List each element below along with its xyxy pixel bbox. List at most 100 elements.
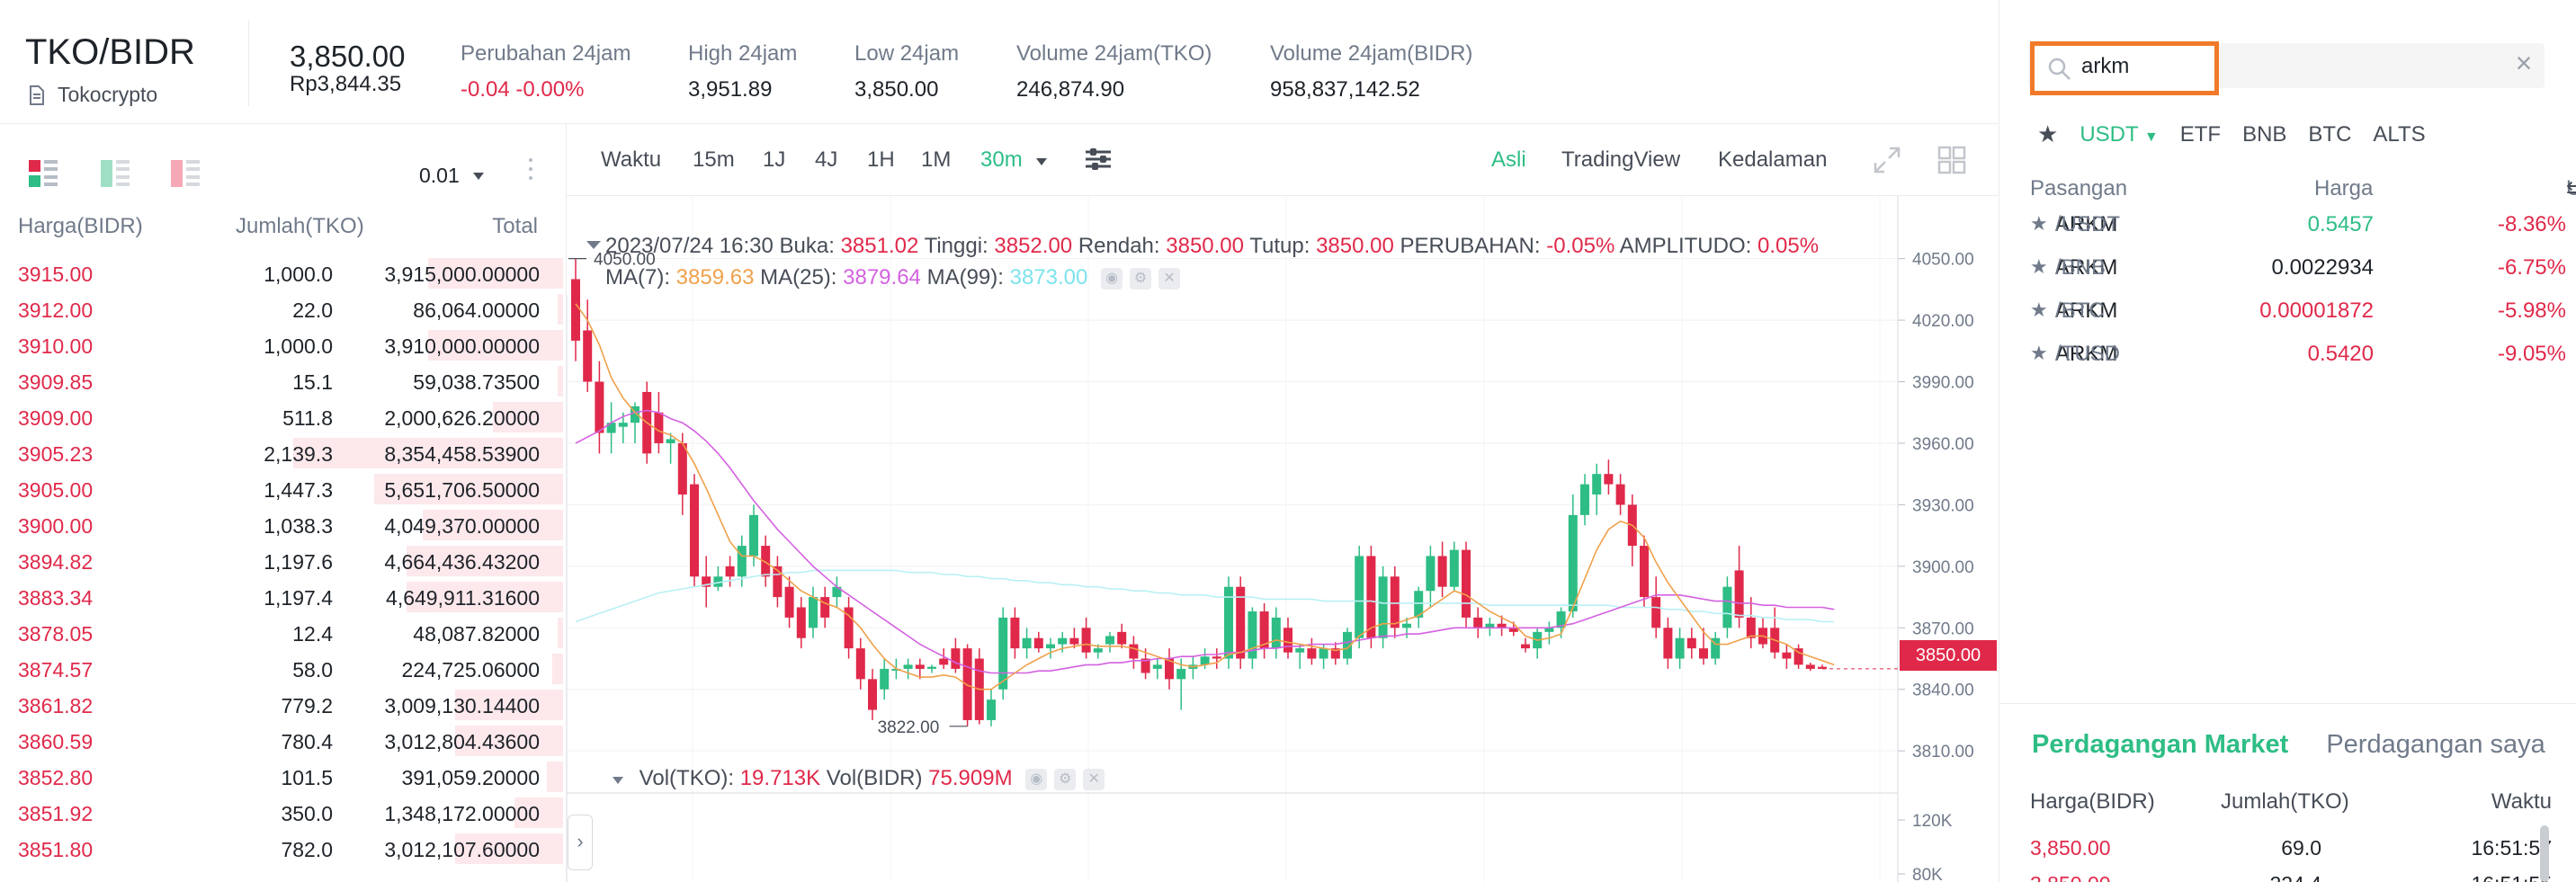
view-asli[interactable]: Asli [1491,147,1526,172]
price-axis-label: 3840.00 [1912,682,1974,700]
ohlc-open: 3851.02 [840,234,919,258]
exchange-label[interactable]: Tokocrypto [29,83,157,107]
star-icon[interactable]: ★ [2030,298,2048,321]
ask-row[interactable]: 3874.57 58.0 224,725.06000 [0,651,567,687]
ohlc-close: 3850.00 [1316,234,1394,258]
gear-icon[interactable]: ⚙ [1130,267,1152,290]
interval-15m[interactable]: 15m [693,147,735,172]
interval-1m[interactable]: 1M [921,147,952,172]
ask-row[interactable]: 3900.00 1,038.3 4,049,370.00000 [0,507,567,543]
scrollbar-thumb[interactable] [2540,825,2549,882]
favorites-star-icon[interactable]: ★ [2037,120,2059,147]
ask-total: 59,038.73500 [413,370,540,394]
ask-row[interactable]: 3910.00 1,000.0 3,910,000.00000 [0,327,567,363]
trade-time: 16:51:57 [2471,836,2552,860]
pair-row[interactable]: ★ ARKM/TUSD 0.5420 -9.05% [2030,342,2566,378]
ask-row[interactable]: 3909.00 511.8 2,000,626.20000 [0,399,567,435]
ask-row[interactable]: 3912.00 22.0 86,064.00000 [0,291,567,327]
search-field[interactable] [2030,41,2219,95]
pairs-header: Pasangan Harga Ubah ⇆ [2030,176,2576,203]
close-icon[interactable]: × [2515,47,2533,79]
depth-bar [428,258,563,289]
eye-icon[interactable]: ◉ [1101,267,1123,290]
ask-row[interactable]: 3851.80 782.0 3,012,107.60000 [0,831,567,867]
tab-bnb[interactable]: BNB [2242,121,2287,147]
ask-total: 8,354,458.53900 [384,442,540,466]
ask-row[interactable]: 3861.82 779.2 3,009,130.14400 [0,687,567,723]
candle-body [1462,549,1471,618]
fullscreen-icon[interactable] [1873,146,1901,181]
pair-row[interactable]: ★ ARKM/USDT 0.5457 -8.36% [2030,212,2566,248]
tab-usdt[interactable]: USDT ▼ [2080,122,2158,147]
view-tradingview[interactable]: TradingView [1561,147,1681,172]
ma25-label: MA(25): [760,265,837,290]
pair-row[interactable]: ★ ARKM/BNB 0.0022934 -6.75% [2030,255,2566,291]
price-axis-label: 3990.00 [1912,374,1974,393]
view-depth[interactable]: Kedalaman [1718,147,1828,172]
ask-row[interactable]: 3852.80 101.5 391,059.20000 [0,759,567,795]
ask-total: 3,915,000.00000 [384,263,540,286]
asks-only-icon[interactable] [171,160,200,189]
ask-amount: 58.0 [292,658,333,682]
both-sides-icon[interactable] [29,160,58,189]
tab-etf[interactable]: ETF [2179,121,2222,147]
candle-body [1355,556,1364,638]
pair-change: -8.36% [2497,212,2566,236]
caret-down-icon: ▼ [2143,129,2159,145]
interval-1j[interactable]: 1J [763,147,786,172]
star-icon[interactable]: ★ [2030,342,2048,364]
star-icon[interactable]: ★ [2030,255,2048,278]
ask-total: 224,725.06000 [401,658,541,682]
candlestick-chart[interactable]: 4050.00 4020.00 3990.00 3960.00 3930.00 3900.… [567,196,1999,882]
pair-row[interactable]: ★ ARKM/BTC 0.00001872 -5.98% [2030,298,2566,334]
price-axis-label: 3810.00 [1912,743,1974,762]
candle-body [1592,474,1602,495]
candle-body [725,566,735,577]
pair-quote: /BTC [2055,298,2105,323]
ask-row[interactable]: 3860.59 780.4 3,012,804.43600 [0,723,567,759]
ask-amount: 1,197.4 [264,586,333,610]
star-icon[interactable]: ★ [2030,212,2048,235]
tab-alts[interactable]: ALTS [2373,121,2426,147]
ask-amount: 2,139.3 [264,442,333,466]
caret-down-icon [472,172,484,180]
tab-my-trades[interactable]: Perdagangan saya [2326,730,2545,759]
interval-1h[interactable]: 1H [867,147,895,172]
candle-body [1675,637,1685,659]
ask-row[interactable]: 3905.00 1,447.3 5,651,706.50000 [0,471,567,507]
price-axis-label: 3900.00 [1912,558,1974,577]
interval-30m[interactable]: 30m [980,147,1048,173]
ask-row[interactable]: 3915.00 1,000.0 3,915,000.00000 [0,255,567,291]
col-pair[interactable]: Pasangan [2030,176,2128,200]
candle-body [1248,611,1257,659]
precision-select[interactable]: 0.01 [419,164,485,188]
search-input[interactable] [2081,51,2207,82]
eye-icon[interactable]: ◉ [1025,768,1048,790]
candle-body [1236,586,1246,659]
more-options-icon[interactable] [527,158,534,185]
ohlc-close-label: Tutup: [1249,234,1310,258]
layout-grid-icon[interactable] [1937,146,1966,181]
tab-market-trades[interactable]: Perdagangan Market [2032,730,2289,759]
ask-row[interactable]: 3851.92 350.0 1,348,172.00000 [0,795,567,831]
ask-row[interactable]: 3894.82 1,197.6 4,664,436.43200 [0,543,567,579]
ask-row[interactable]: 3905.23 2,139.3 8,354,458.53900 [0,435,567,471]
ask-row[interactable]: 3883.34 1,197.4 4,649,911.31600 [0,579,567,615]
col-price[interactable]: Harga [2314,176,2374,200]
pair-base: ARKM [2055,342,2118,366]
ask-row[interactable]: 3909.85 15.1 59,038.73500 [0,363,567,399]
close-icon[interactable]: ✕ [1158,267,1181,290]
gear-icon[interactable]: ⚙ [1054,768,1077,790]
tab-btc[interactable]: BTC [2308,121,2352,147]
close-icon[interactable]: ✕ [1083,768,1105,790]
ask-amount: 1,447.3 [264,478,333,502]
candle-body [1615,484,1625,505]
ask-row[interactable]: 3878.05 12.4 48,087.82000 [0,615,567,651]
interval-4j[interactable]: 4J [815,147,838,172]
chevron-right-icon[interactable]: › [568,815,593,870]
indicator-settings-icon[interactable] [1083,144,1114,181]
swap-icon[interactable]: ⇆ [2566,177,2576,201]
candle-body [809,597,818,628]
bids-only-icon[interactable] [101,160,130,189]
caret-down-icon[interactable] [612,776,624,785]
